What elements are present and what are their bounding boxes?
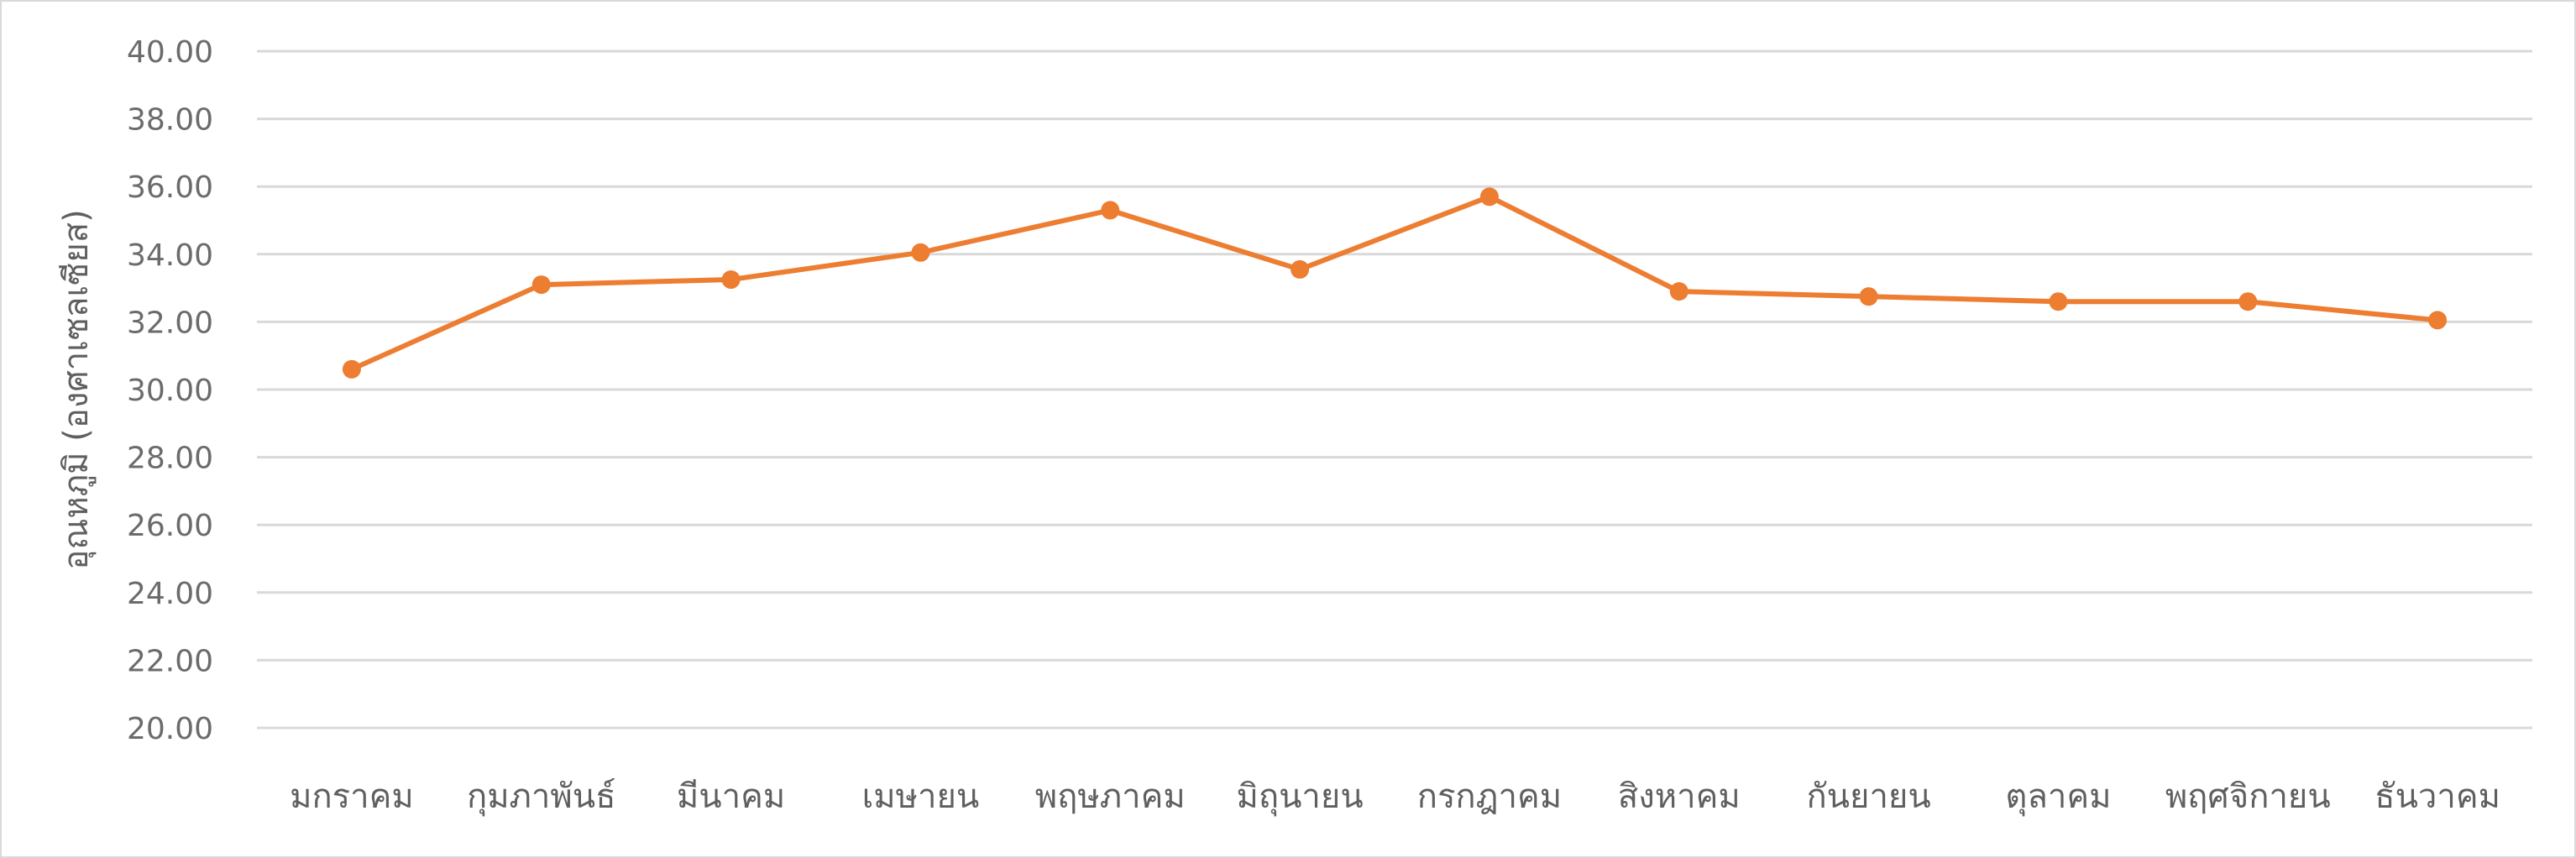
x-tick-label: กุมภาพันธ์	[467, 777, 616, 817]
x-tick-label: มีนาคม	[677, 777, 785, 816]
y-axis-title: อุณหภูมิ (องศาเซลเซียส)	[57, 209, 97, 570]
data-point	[2428, 311, 2448, 330]
y-tick-label: 20.00	[127, 712, 213, 746]
data-point	[721, 270, 741, 290]
data-point	[1479, 187, 1499, 207]
x-tick-label: กันยายน	[1806, 777, 1930, 816]
x-tick-label: ตุลาคม	[2005, 777, 2111, 817]
data-point	[342, 359, 361, 379]
data-point	[531, 275, 551, 295]
y-tick-label: 26.00	[127, 509, 213, 543]
data-point	[911, 243, 930, 262]
x-axis-ticks: มกราคม กุมภาพันธ์ มีนาคม เมษายน พฤษภาคม มิถุน…	[290, 777, 2500, 817]
data-point	[1101, 201, 1120, 220]
y-axis-ticks: 20.00 22.00 24.00 26.00 28.00 30.00 32.00 34.00…	[127, 35, 213, 746]
x-tick-label: สิงหาคม	[1618, 777, 1741, 816]
x-tick-label: ธันวาคม	[2374, 777, 2500, 816]
data-point	[1669, 282, 1689, 301]
series-line	[348, 194, 2441, 372]
x-tick-label: มิถุนายน	[1236, 777, 1363, 817]
series	[342, 187, 2448, 379]
data-point	[1291, 259, 1310, 279]
y-tick-label: 30.00	[127, 374, 213, 408]
x-tick-label: พฤษภาคม	[1035, 777, 1186, 816]
y-tick-label: 34.00	[127, 238, 213, 273]
data-point	[2238, 292, 2258, 311]
x-tick-label: มกราคม	[290, 777, 414, 816]
y-tick-label: 32.00	[127, 306, 213, 340]
y-tick-label: 28.00	[127, 442, 213, 476]
data-point	[1859, 287, 1878, 306]
gridlines	[257, 50, 2532, 730]
y-tick-label: 22.00	[127, 644, 213, 678]
y-tick-label: 24.00	[127, 577, 213, 611]
y-tick-label: 38.00	[127, 103, 213, 138]
y-tick-label: 40.00	[127, 35, 213, 70]
x-tick-label: เมษายน	[862, 777, 980, 816]
y-tick-label: 36.00	[127, 170, 213, 205]
x-tick-label: กรกฎาคม	[1417, 777, 1562, 816]
x-tick-label: พฤศจิกายน	[2165, 777, 2331, 816]
data-point	[2049, 292, 2068, 311]
